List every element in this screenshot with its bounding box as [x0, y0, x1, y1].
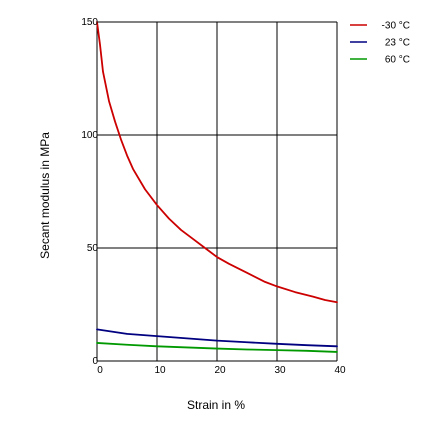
y-tick-label-0: 0 [92, 356, 98, 367]
x-tick-label-3: 30 [274, 365, 286, 376]
legend-label-1: 23 °C [385, 38, 410, 49]
x-tick-label-0: 0 [97, 365, 103, 376]
y-tick-label-3: 150 [81, 17, 98, 28]
legend: -30 °C 23 °C 60 °C [350, 21, 410, 66]
legend-label-0: -30 °C [382, 21, 410, 32]
y-axis-label: Secant modulus in MPa [38, 132, 52, 259]
x-tick-label-2: 20 [214, 365, 226, 376]
x-tick-label-1: 10 [154, 365, 166, 376]
legend-label-2: 60 °C [385, 55, 410, 66]
x-tick-label-4: 40 [334, 365, 346, 376]
x-tick-labels: 0 10 20 30 40 [97, 365, 346, 376]
series-line-0 [96, 21, 338, 304]
grid [96, 21, 338, 362]
y-tick-labels: 0 50 100 150 [81, 17, 98, 367]
x-axis-label: Strain in % [187, 398, 245, 412]
y-tick-label-1: 50 [87, 243, 99, 254]
series-lines [96, 21, 338, 353]
series-line-2 [96, 342, 338, 353]
series-line-1 [96, 328, 338, 348]
y-tick-label-2: 100 [81, 130, 98, 141]
